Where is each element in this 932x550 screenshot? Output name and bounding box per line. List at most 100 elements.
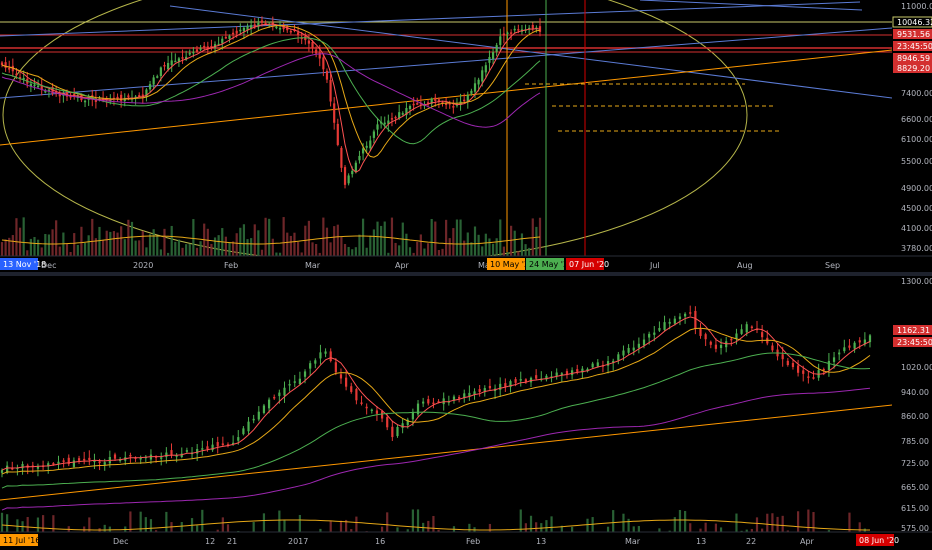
bottom-candle: [571, 370, 574, 376]
top-volume-bar: [473, 226, 477, 256]
top-candle: [278, 27, 282, 30]
bottom-candle: [113, 454, 117, 459]
top-candle: [513, 28, 516, 31]
bottom-candle: [858, 340, 861, 343]
price-tick-label: 4500.00: [901, 204, 932, 213]
top-volume-bar: [455, 219, 459, 256]
top-candle: [361, 148, 365, 154]
top-candle: [192, 51, 195, 54]
top-candle: [210, 45, 213, 48]
bottom-candle: [83, 458, 86, 461]
price-tick-label: 785.00: [901, 437, 929, 446]
bottom-candle: [745, 324, 748, 333]
top-volume-bar: [351, 249, 354, 256]
bottom-candle: [632, 347, 635, 351]
top-candle: [347, 175, 350, 184]
top-candle: [470, 90, 473, 94]
top-candle: [416, 103, 419, 105]
price-tag[interactable]: [893, 53, 932, 63]
bottom-candle: [452, 396, 456, 401]
top-candle: [275, 26, 278, 29]
bottom-candle: [175, 455, 178, 457]
top-volume-bar: [538, 217, 542, 256]
bottom-candle: [72, 460, 76, 467]
bottom-candle: [303, 371, 307, 377]
top-volume-bar: [156, 235, 159, 256]
bottom-candle: [77, 458, 81, 461]
top-candle: [73, 94, 76, 96]
bottom-candle: [283, 387, 286, 396]
price-tag[interactable]: [893, 41, 932, 51]
price-tag[interactable]: [893, 325, 932, 335]
top-candle: [152, 77, 155, 85]
price-tag[interactable]: [893, 337, 932, 347]
top-candle: [120, 94, 123, 101]
time-tick-label: 22: [746, 537, 756, 546]
price-tick-label: 6100.00: [901, 135, 932, 144]
bottom-candle: [832, 357, 836, 362]
top-volume-bar: [80, 226, 83, 256]
bottom-time-axis[interactable]: Dec1221201716Feb13Mar1322Apr1311 Jul '16…: [0, 531, 932, 550]
top-volume-bar: [491, 243, 495, 256]
top-chart-pane[interactable]: [0, 0, 893, 264]
time-tag[interactable]: [0, 258, 38, 270]
top-candle: [437, 99, 440, 101]
time-tick-label: 13: [696, 537, 706, 546]
top-volume-bar: [47, 234, 51, 256]
bottom-candle: [473, 391, 476, 395]
price-tick-label: 940.00: [901, 388, 929, 397]
time-tag[interactable]: [0, 534, 38, 546]
bottom-candle: [668, 321, 671, 324]
price-tag[interactable]: [893, 63, 932, 73]
top-candle: [58, 94, 61, 97]
bottom-candle: [88, 457, 91, 460]
price-tag[interactable]: [892, 16, 932, 28]
top-volume-bar: [127, 219, 130, 256]
top-time-axis[interactable]: Dec 2020 Feb Mar Apr May Jul Aug Sep 13 Nov '18 10…: [0, 255, 932, 272]
bottom-candle: [596, 362, 599, 367]
top-volume-bar: [242, 224, 246, 256]
bottom-candle: [791, 363, 795, 368]
time-tag[interactable]: [526, 258, 564, 270]
price-tick-label: 575.00: [901, 524, 929, 533]
top-candle: [65, 91, 69, 97]
top-candle: [506, 32, 509, 35]
bottom-chart-pane[interactable]: [0, 305, 893, 548]
bottom-candle: [406, 419, 409, 426]
top-candle: [116, 96, 119, 99]
time-tick-label: Aug: [737, 261, 753, 270]
top-candle: [495, 45, 498, 52]
bottom-candle: [771, 345, 774, 351]
trendline-orange[interactable]: [0, 404, 893, 501]
time-tag-label: 13 Nov '18: [3, 260, 46, 269]
bottom-candle: [422, 401, 425, 404]
bottom-volume-bar: [386, 512, 389, 548]
top-candle: [387, 120, 390, 124]
pane-separator[interactable]: [0, 272, 932, 276]
bottom-candle: [483, 388, 486, 393]
time-tag[interactable]: [487, 258, 525, 270]
bottom-candle: [612, 360, 615, 364]
bottom-candle: [740, 329, 743, 334]
price-tick-label: 4100.00: [901, 224, 932, 233]
time-tag[interactable]: [856, 534, 894, 546]
trendline-blue[interactable]: [639, 0, 863, 11]
bottom-candle: [504, 383, 507, 387]
top-volume-bar: [217, 235, 220, 256]
bottom-candle: [57, 461, 60, 465]
trendline-blue[interactable]: [169, 5, 893, 99]
trendline-orange[interactable]: [0, 49, 893, 146]
trendline-blue[interactable]: [0, 1, 861, 37]
bottom-volume-bar: [139, 511, 142, 548]
top-price-axis[interactable]: 11000.00 7400.00 6600.00 6100.00 5500.00 4900…: [892, 0, 932, 256]
bottom-candle: [273, 396, 276, 399]
time-tag[interactable]: [566, 258, 604, 270]
price-tag[interactable]: [893, 29, 932, 39]
trendline-blue[interactable]: [0, 27, 893, 99]
ma-line-purple: [1, 387, 871, 511]
bottom-price-axis[interactable]: 1300.00 1020.00 940.00 860.00 785.00 725.00 66…: [892, 276, 932, 533]
bottom-time-bg: [0, 532, 932, 550]
top-candle: [325, 70, 329, 80]
